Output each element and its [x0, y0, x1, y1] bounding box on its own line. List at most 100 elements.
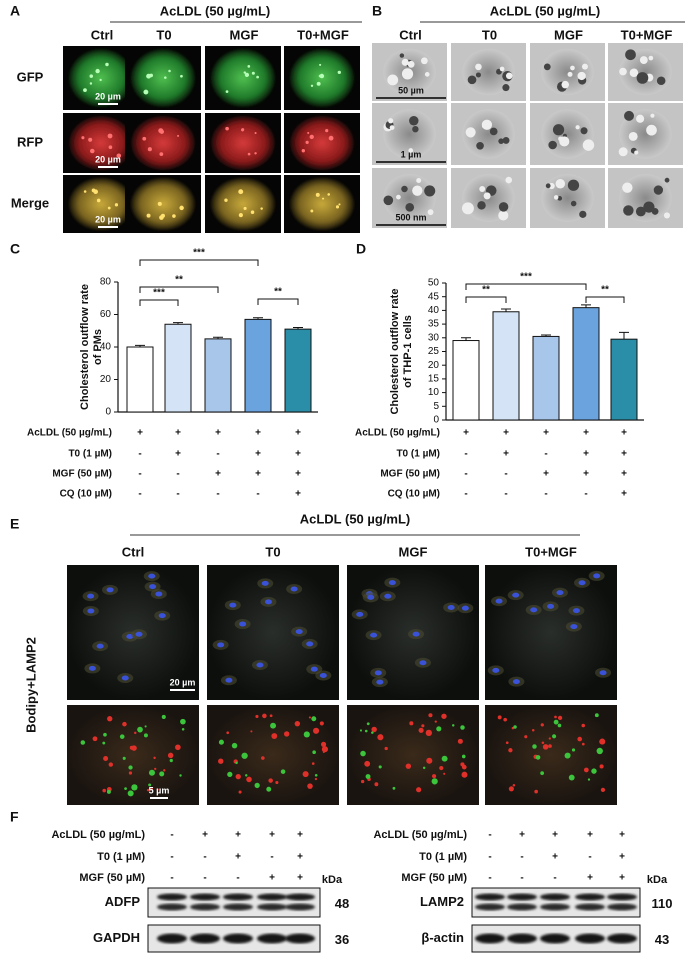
dot: [327, 193, 331, 196]
droplet: [268, 778, 273, 783]
dot: [247, 65, 251, 68]
organelle: [552, 124, 565, 136]
nucleus: [88, 665, 96, 671]
condition-value: +: [235, 852, 241, 863]
nucleus: [87, 608, 95, 614]
droplet: [255, 714, 259, 719]
condition-value: +: [621, 428, 627, 439]
condition-value: -: [488, 830, 491, 841]
organelle: [388, 118, 394, 124]
droplet: [534, 789, 538, 794]
droplet: [137, 726, 143, 733]
panel-header: AcLDL (50 µg/mL): [300, 511, 411, 526]
droplet: [254, 782, 260, 789]
nucleus: [570, 624, 578, 630]
condition-value: +: [621, 449, 627, 460]
droplet: [384, 746, 388, 751]
organelle: [412, 125, 419, 133]
nucleus: [96, 643, 104, 649]
y-tick-label: 50: [428, 278, 440, 289]
band: [540, 933, 570, 944]
nucleus: [578, 580, 586, 586]
droplet: [307, 783, 313, 789]
droplet: [261, 756, 265, 760]
organelle: [558, 136, 563, 142]
droplet: [365, 774, 371, 779]
bar: [572, 307, 600, 421]
micrograph: [530, 103, 605, 165]
row-label: Bodipy+LAMP2: [23, 637, 38, 733]
condition-value: +: [295, 428, 301, 439]
droplet: [371, 726, 377, 733]
organelle: [420, 57, 428, 65]
condition-label: MGF (50 µM): [380, 469, 440, 480]
droplet: [443, 772, 446, 775]
droplet: [557, 715, 563, 721]
cell: [383, 174, 436, 222]
dot: [159, 215, 164, 220]
condition-value: -: [488, 873, 491, 884]
cell: [462, 48, 515, 96]
y-tick-label: 40: [428, 305, 440, 316]
droplet: [303, 731, 310, 738]
error-bar: [293, 327, 303, 330]
dot: [310, 209, 314, 213]
organelle: [505, 72, 513, 80]
droplet: [508, 748, 513, 753]
condition-value: -: [138, 489, 141, 500]
droplet: [364, 760, 371, 767]
organelle: [636, 72, 649, 84]
band: [223, 903, 253, 911]
kda-label: 48: [335, 896, 349, 911]
organelle: [427, 209, 434, 216]
droplet: [321, 746, 328, 753]
droplet: [148, 769, 155, 776]
dot: [307, 131, 310, 134]
organelle: [636, 114, 645, 123]
condition-value: +: [295, 469, 301, 480]
y-tick-label: 30: [428, 332, 440, 343]
cell: [211, 177, 275, 231]
band: [157, 933, 187, 944]
droplet: [587, 778, 591, 781]
condition-value: +: [463, 428, 469, 439]
organelle: [634, 150, 639, 155]
scale-bar-label: 500 nm: [395, 212, 426, 222]
organelle: [483, 192, 491, 200]
organelle: [624, 110, 635, 121]
droplet: [124, 787, 127, 791]
droplet: [319, 721, 324, 726]
droplet: [512, 784, 516, 787]
droplet: [553, 719, 559, 725]
band: [475, 893, 505, 901]
droplet: [238, 790, 242, 794]
dot: [309, 134, 314, 140]
condition-label: T0 (1 µM): [97, 851, 145, 863]
image-bg: [485, 565, 617, 700]
error-bar: [541, 334, 551, 337]
dot: [116, 153, 122, 159]
nucleus: [419, 660, 427, 666]
bar: [492, 311, 520, 421]
organelle: [664, 177, 670, 183]
droplet: [108, 762, 114, 767]
band: [285, 893, 315, 901]
condition-label: MGF (50 µM): [52, 469, 112, 480]
significance-bracket: [139, 259, 259, 266]
nucleus: [593, 573, 601, 579]
droplet: [360, 779, 365, 784]
nucleus: [556, 590, 564, 596]
micrograph: [207, 705, 339, 805]
nucleus: [374, 670, 382, 676]
nucleus: [367, 594, 375, 600]
error-bar: [253, 317, 263, 320]
droplet: [179, 774, 182, 777]
droplet: [144, 725, 147, 728]
organelle: [561, 80, 570, 89]
droplet: [148, 783, 152, 787]
droplet: [131, 784, 138, 791]
nucleus: [295, 629, 303, 635]
significance-label: ***: [520, 272, 532, 283]
nucleus: [370, 632, 378, 638]
droplet: [102, 788, 106, 793]
